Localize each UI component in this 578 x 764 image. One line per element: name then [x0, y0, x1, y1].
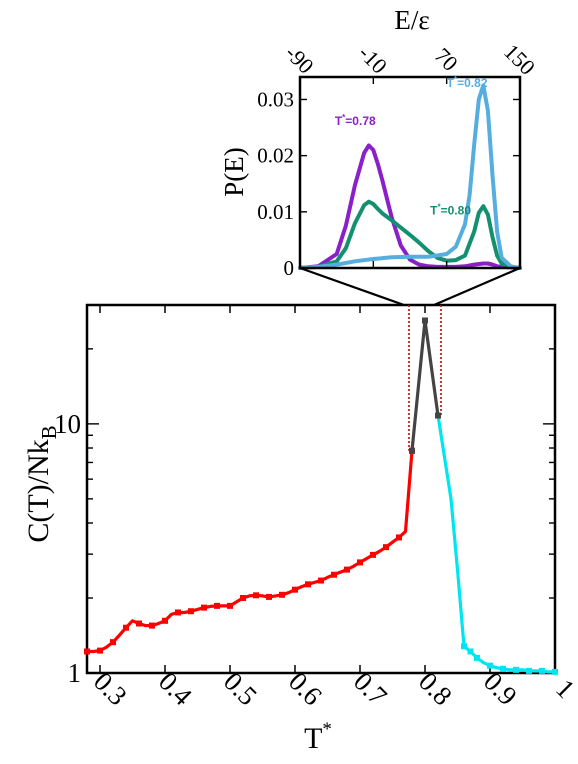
main-data-marker [461, 643, 467, 650]
main-data-marker [305, 581, 311, 588]
inset-series-lines [298, 83, 522, 270]
main-y-axis-label: C(T)/NkB [22, 425, 61, 542]
main-data-marker [331, 571, 337, 578]
inset-x-tick-label: 70 [430, 43, 463, 76]
main-data-marker [162, 617, 168, 624]
inset-y-tick-label: 0.02 [257, 144, 294, 168]
main-ticks [87, 304, 556, 674]
main-data-marker [539, 667, 545, 674]
main-data-marker [84, 648, 90, 655]
inset-series-label: T*=0.80 [430, 203, 471, 218]
inset-y-tick-label: 0 [284, 256, 295, 280]
main-data-marker [422, 317, 428, 324]
main-data-marker [370, 551, 376, 558]
main-data-marker [396, 534, 402, 541]
main-x-axis-label: T* [304, 719, 332, 755]
inset-series-line [298, 83, 522, 270]
main-x-tick-label: 1 [550, 673, 578, 704]
main-data-marker [292, 586, 298, 593]
inset-y-tick-label: 0.01 [257, 200, 294, 224]
zoom-connector-left [299, 266, 405, 307]
main-data-marker [467, 648, 474, 655]
main-data-marker [266, 593, 272, 600]
main-data-marker [136, 620, 142, 627]
main-data-marker [357, 559, 363, 566]
main-data-marker [175, 609, 181, 616]
main-data-marker [383, 544, 389, 551]
main-series-lines [87, 318, 555, 674]
main-plot-frame [85, 303, 557, 675]
inset-series-label: T*=0.82 [447, 75, 488, 90]
inset-series-label: T*=0.78 [335, 113, 376, 128]
main-data-marker [110, 639, 116, 646]
main-data-marker [344, 566, 350, 573]
inset-y-tick-labels: 0 0.01 0.02 0.03 [257, 87, 294, 280]
inset-y-tick-label: 0.03 [257, 87, 294, 111]
main-data-marker [552, 668, 558, 675]
main-data-marker [318, 577, 324, 584]
main-data-marker [188, 608, 194, 615]
main-data-marker [253, 592, 259, 599]
inset-x-tick-label: 150 [499, 39, 540, 80]
main-y-tick-labels: 1 10 [54, 409, 81, 688]
inset-series-line [298, 143, 522, 270]
main-data-marker [149, 622, 155, 629]
main-series-line [410, 318, 440, 451]
main-data-marker [214, 602, 220, 609]
main-y-tick-label: 10 [54, 409, 81, 439]
inset-series-labels: T*=0.78 T*=0.80 T*=0.82 [335, 75, 488, 218]
main-data-marker [201, 604, 207, 611]
main-y-tick-label: 1 [68, 658, 82, 688]
main-chart: 0.3 0.4 0.5 0.6 0.7 0.8 0.9 1 110 T* C(T)/NkB [22, 303, 578, 755]
main-data-marker [513, 666, 519, 673]
main-data-marker [435, 412, 441, 419]
inset-x-tick-labels: -90 -10 70 150 [280, 39, 540, 80]
main-data-marker [227, 602, 233, 609]
main-data-marker [474, 654, 480, 661]
main-data-marker [500, 665, 506, 672]
inset-y-axis-label: P(E) [219, 147, 249, 197]
inset-x-tick-label: -10 [354, 40, 392, 78]
zoom-connector-lines [299, 266, 521, 307]
main-data-marker [123, 624, 129, 631]
inset-series-line [298, 199, 522, 270]
main-series-markers [84, 317, 558, 675]
main-series-line [436, 415, 555, 674]
main-data-marker [409, 447, 415, 454]
main-data-marker [279, 591, 285, 598]
inset-x-axis-label: E/ε [394, 5, 429, 35]
zoom-connector-right [433, 266, 521, 307]
inset-x-tick-label: -90 [280, 40, 318, 78]
main-data-marker [97, 647, 103, 654]
main-data-marker [526, 667, 532, 674]
main-series-line [87, 450, 414, 654]
main-highlight-range [408, 305, 442, 451]
inset-chart: -90 -10 70 150 0 0.01 0.02 0.03 T*=0.78 T*=0.80… [219, 5, 540, 280]
inset-plot-frame [298, 75, 522, 270]
main-data-marker [487, 662, 493, 669]
main-data-marker [240, 595, 246, 602]
